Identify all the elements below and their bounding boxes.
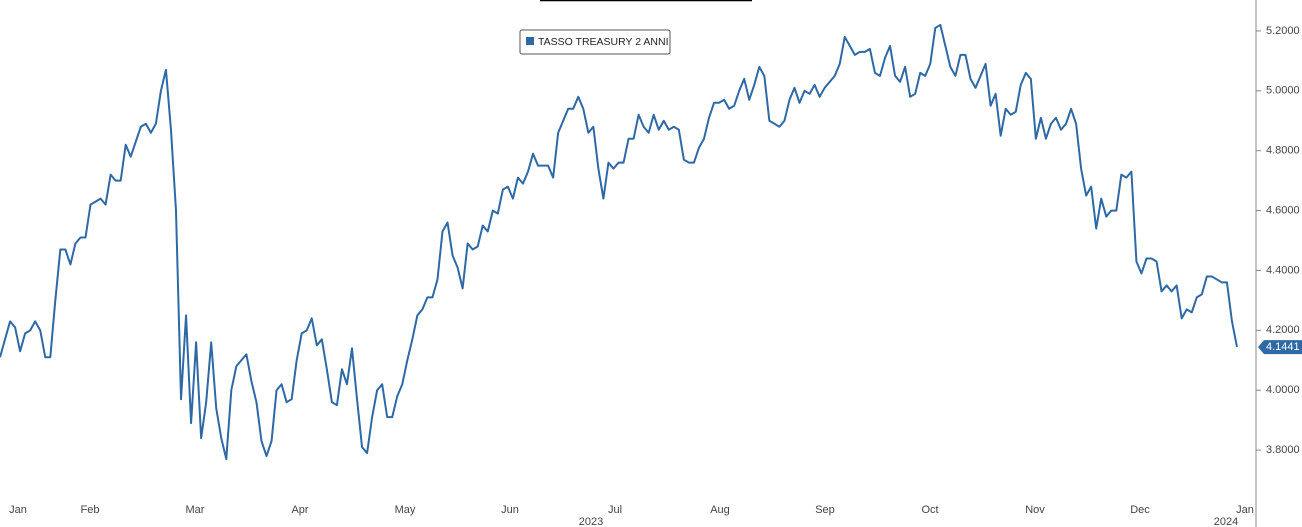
x-tick-label: Apr: [291, 504, 308, 516]
year-label: 2023: [579, 516, 603, 527]
x-tick-label: May: [395, 504, 416, 516]
x-tick-label: Jan: [9, 504, 27, 516]
x-tick-label: Feb: [81, 504, 100, 516]
x-tick-label: Mar: [186, 504, 205, 516]
y-tick-label: 5.2000: [1266, 25, 1300, 37]
y-tick-label: 5.0000: [1266, 85, 1300, 97]
last-value-tag: [1258, 340, 1302, 355]
legend-label: TASSO TREASURY 2 ANNI: [538, 36, 669, 48]
x-tick-label: Oct: [921, 504, 938, 516]
x-tick-label: Jul: [608, 504, 622, 516]
y-tick-label: 4.8000: [1266, 145, 1300, 157]
y-tick-label: 3.8000: [1266, 444, 1300, 456]
line-series: [0, 23, 1238, 461]
last-value-label: 4.1441: [1266, 341, 1300, 353]
x-tick-label: Jun: [501, 504, 519, 516]
x-tick-label: Nov: [1025, 504, 1045, 516]
y-tick-label: 4.6000: [1266, 204, 1300, 216]
y-tick-label: 4.4000: [1266, 264, 1300, 276]
x-tick-label: Sep: [815, 504, 835, 516]
year-label: 2024: [1214, 516, 1238, 527]
legend-swatch: [526, 37, 534, 45]
y-tick-label: 4.2000: [1266, 324, 1300, 336]
legend-box: [519, 29, 671, 55]
x-tick-label: Dec: [1130, 504, 1150, 516]
x-tick-label: Aug: [710, 504, 730, 516]
x-tick-label: Jan: [1236, 504, 1254, 516]
y-tick-label: 4.0000: [1266, 384, 1300, 396]
